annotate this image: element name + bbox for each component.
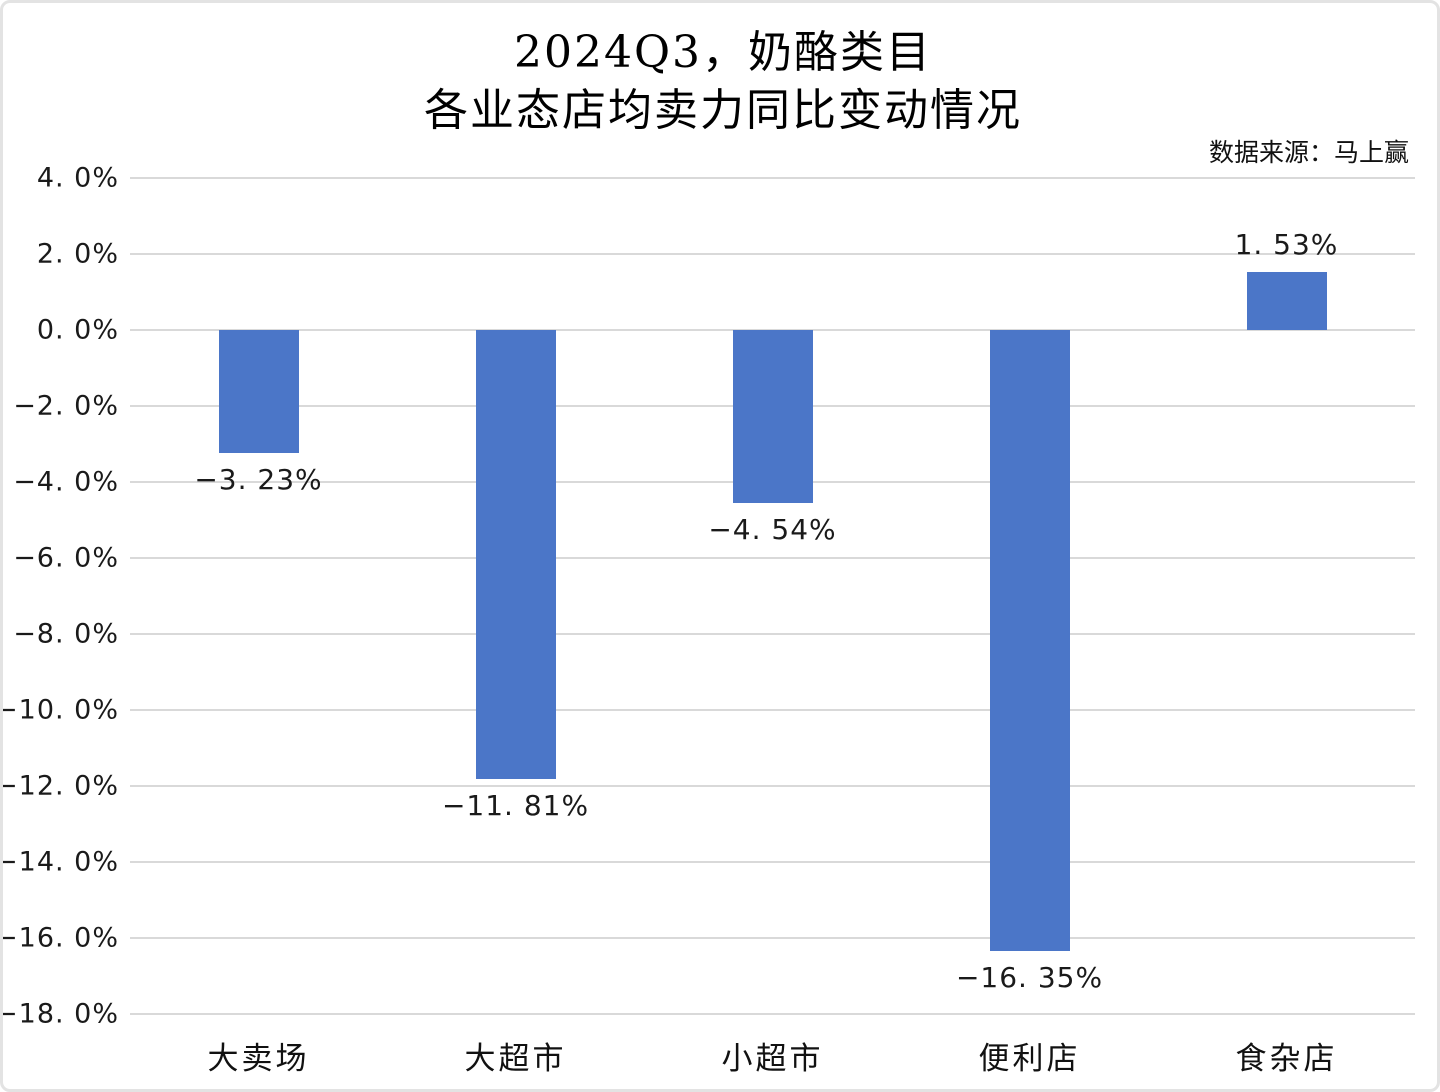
y-axis-ticks: 4. 0% 2. 0% 0. 0% −2. 0% −4. 0% −6. 0% −8. 0% −… [0,163,119,1030]
gridline [130,1013,1415,1015]
bar-食杂店 [1246,271,1327,330]
y-tick-label: −4. 0% [13,466,119,498]
bar-value-label: −4. 54% [708,512,837,546]
y-tick-label: −12. 0% [0,770,119,802]
y-tick-label: −16. 0% [0,922,119,954]
x-category-label: 大超市 [464,1041,567,1077]
bar-value-label: 1. 53% [1234,227,1339,261]
bar-value-label: −3. 23% [194,462,323,496]
gridline [130,709,1415,711]
bar-value-label: −11. 81% [441,788,590,822]
x-category-label: 小超市 [721,1041,824,1077]
chart-title-line2: 各业态店均卖力同比变动情况 [424,85,1022,136]
bar-value-label: −16. 35% [955,961,1104,995]
y-tick-label: 2. 0% [36,238,119,270]
y-tick-label: −10. 0% [0,694,119,726]
bar-便利店 [989,330,1070,952]
x-category-label: 大卖场 [207,1041,310,1077]
gridline [130,937,1415,939]
y-tick-label: −6. 0% [13,542,119,574]
gridline [130,557,1415,559]
y-tick-label: −14. 0% [0,846,119,878]
y-tick-label: −2. 0% [13,390,119,422]
chart-title-line1: 2024Q3，奶酪类目 [513,27,933,78]
y-tick-label: −8. 0% [13,618,119,650]
gridline [130,633,1415,635]
y-tick-label: 0. 0% [36,314,119,346]
plot-area: −3. 23% −11. 81% −4. 54% −16. 35% 1. 53% [130,177,1415,1015]
x-category-label: 便利店 [978,1041,1081,1077]
bar-小超市 [732,330,813,503]
y-tick-label: −18. 0% [0,998,119,1030]
gridline [130,785,1415,787]
x-axis-categories: 大卖场 大超市 小超市 便利店 食杂店 [130,1033,1415,1078]
bar-大超市 [475,330,556,779]
gridline [130,861,1415,863]
gridline [130,253,1415,255]
y-tick-label: 4. 0% [36,162,119,194]
bar-大卖场 [218,330,299,453]
x-category-label: 食杂店 [1235,1041,1338,1077]
gridline [130,177,1415,179]
data-source-note: 数据来源：马上赢 [1208,138,1409,167]
